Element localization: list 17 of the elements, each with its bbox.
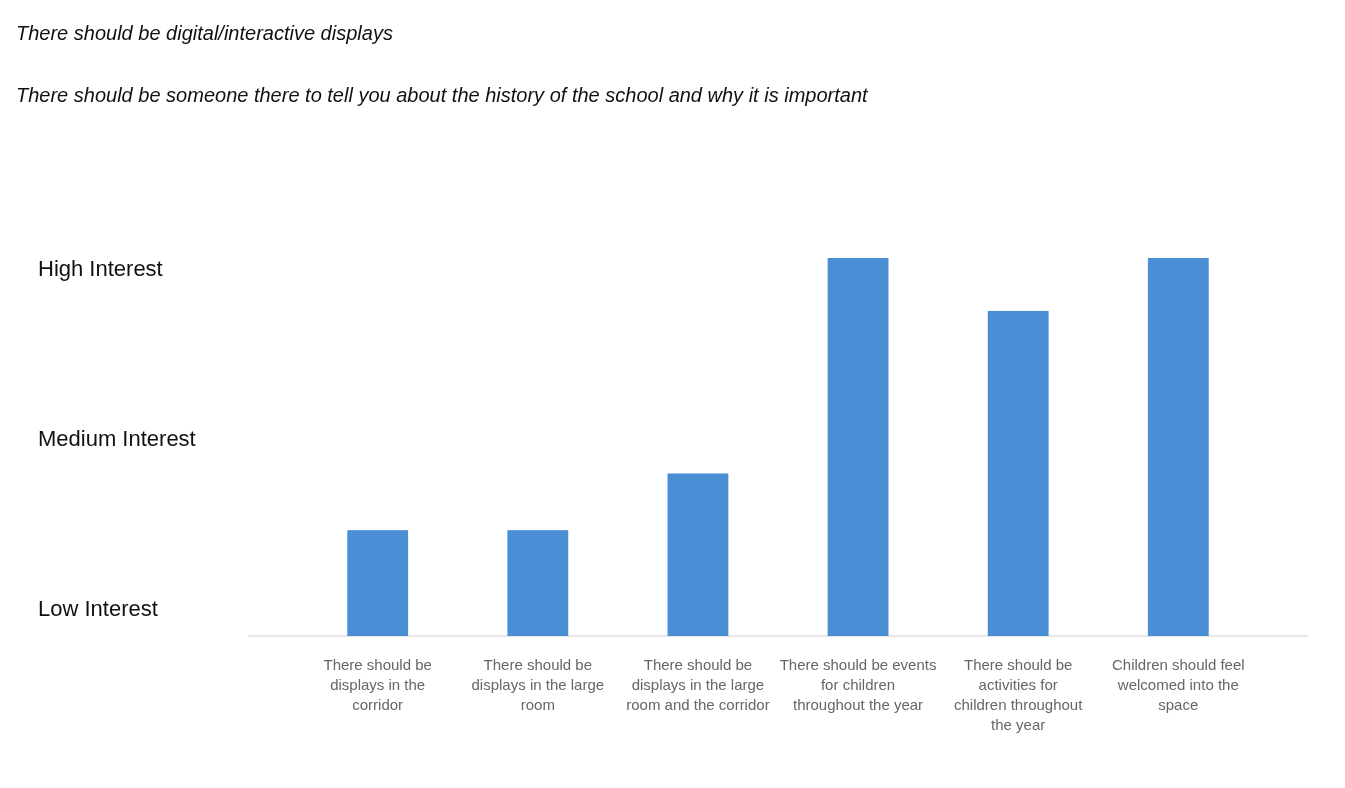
x-tick-label: There should be displays in the large room — [471, 656, 605, 713]
chart-subtitle: There should be someone there to tell you about the history of the school and why it is important — [16, 84, 870, 106]
x-tick-label: There should be displays in the large room and the corridor — [626, 656, 770, 713]
bar — [1147, 258, 1209, 636]
text: High Interest — [38, 256, 163, 281]
x-tick-label: There should be activities for children throughout the year — [953, 656, 1084, 733]
text: Low Interest — [38, 596, 158, 621]
x-tick-label: There should be events for children throughout the year — [779, 656, 937, 713]
text: Medium Interest — [38, 426, 196, 451]
bar — [667, 473, 729, 636]
chart-title: There should be digital/interactive displays — [16, 22, 393, 44]
bar — [987, 310, 1049, 636]
bar — [827, 258, 889, 636]
x-tick-label: There should be displays in the corridor — [323, 656, 432, 713]
bar — [507, 530, 569, 636]
x-tick-label: Children should feel welcomed into the space — [1112, 656, 1245, 713]
bar — [347, 530, 409, 636]
